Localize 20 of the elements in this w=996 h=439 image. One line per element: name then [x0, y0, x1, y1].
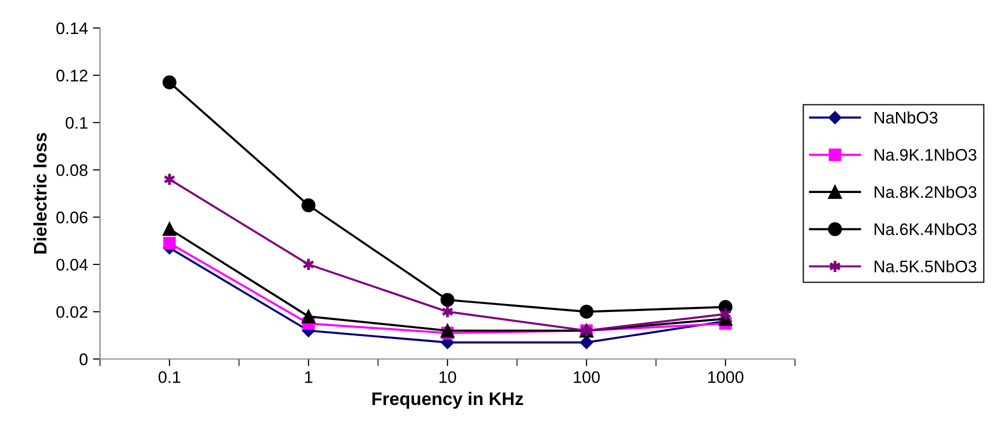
y-tick-label: 0.08 — [56, 164, 88, 176]
y-tick-label: 0.14 — [56, 22, 88, 34]
y-tick-label: 0.04 — [56, 258, 88, 271]
x-tick-label: 1 — [305, 371, 312, 383]
x-tick-label: 1000 — [708, 371, 744, 384]
x-axis-title: Frequency in KHz — [372, 392, 524, 409]
legend-label: Na.8K.2NbO3 — [874, 186, 976, 198]
y-tick-label: 0.1 — [66, 116, 88, 129]
x-tick-label: 100 — [574, 371, 600, 384]
y-tick-label: 0 — [80, 353, 88, 366]
y-tick-label: 0.06 — [56, 212, 88, 224]
x-tick-label: 0.1 — [158, 371, 180, 384]
legend-label: Na.6K.4NbO3 — [874, 222, 976, 236]
legend-label: NaNbO3 — [874, 111, 938, 124]
y-tick-label: 0.02 — [56, 306, 88, 318]
legend-label: Na.5K.5NbO3 — [874, 260, 976, 272]
y-tick-label: 0.12 — [56, 70, 88, 82]
x-tick-label: 10 — [440, 371, 456, 384]
y-axis-title: Dielectric loss — [33, 133, 47, 254]
legend-label: Na.9K.1NbO3 — [874, 148, 976, 161]
